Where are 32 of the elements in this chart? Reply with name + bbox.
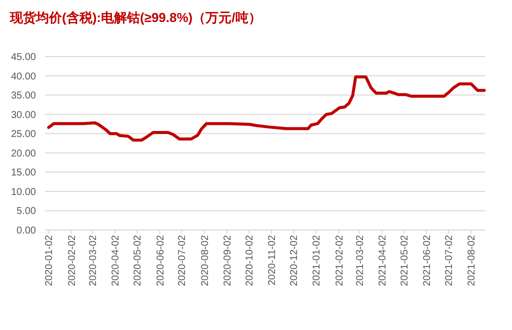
y-tick-label: 25.00	[10, 129, 36, 140]
x-tick-label: 2020-11-02	[267, 234, 278, 286]
x-tick-label: 2020-05-02	[132, 234, 144, 286]
x-tick-label: 2020-01-02	[44, 234, 56, 286]
y-tick-label: 15.00	[10, 168, 36, 179]
x-tick-label: 2021-02-02	[334, 234, 346, 286]
x-tick-label: 2021-08-02	[466, 234, 478, 286]
x-tick-label: 2020-08-02	[200, 234, 211, 286]
y-tick-label: 45.00	[10, 52, 36, 63]
x-tick-label: 2020-03-02	[88, 234, 100, 286]
y-tick-label: 0.00	[16, 226, 36, 236]
y-tick-label: 40.00	[10, 71, 36, 82]
x-tick-label: 2020-04-02	[110, 234, 122, 286]
y-tick-label: 10.00	[10, 186, 36, 198]
x-tick-label: 2020-09-02	[222, 234, 234, 286]
x-tick-label: 2020-02-02	[66, 234, 78, 286]
x-tick-label: 2020-06-02	[155, 234, 166, 286]
x-tick-label: 2020-07-02	[177, 234, 188, 286]
y-tick-label: 20.00	[10, 148, 36, 160]
x-tick-label: 2021-01-02	[312, 234, 323, 286]
y-tick-label: 35.00	[10, 90, 36, 102]
x-tick-label: 2020-10-02	[244, 234, 256, 286]
chart-title: 现货均价(含税):电解钴(≥99.8%)（万元/吨）	[9, 10, 262, 25]
x-tick-label: 2021-05-02	[399, 234, 410, 286]
y-tick-label: 30.00	[10, 110, 36, 121]
x-tick-label: 2021-04-02	[377, 234, 388, 286]
x-tick-label: 2021-06-02	[422, 234, 434, 286]
x-tick-label: 2021-07-02	[444, 234, 455, 286]
x-tick-label: 2021-03-02	[354, 234, 366, 286]
line-series	[47, 75, 486, 142]
y-tick-label: 5.00	[16, 206, 36, 218]
x-tick-label: 2020-12-02	[289, 234, 300, 286]
